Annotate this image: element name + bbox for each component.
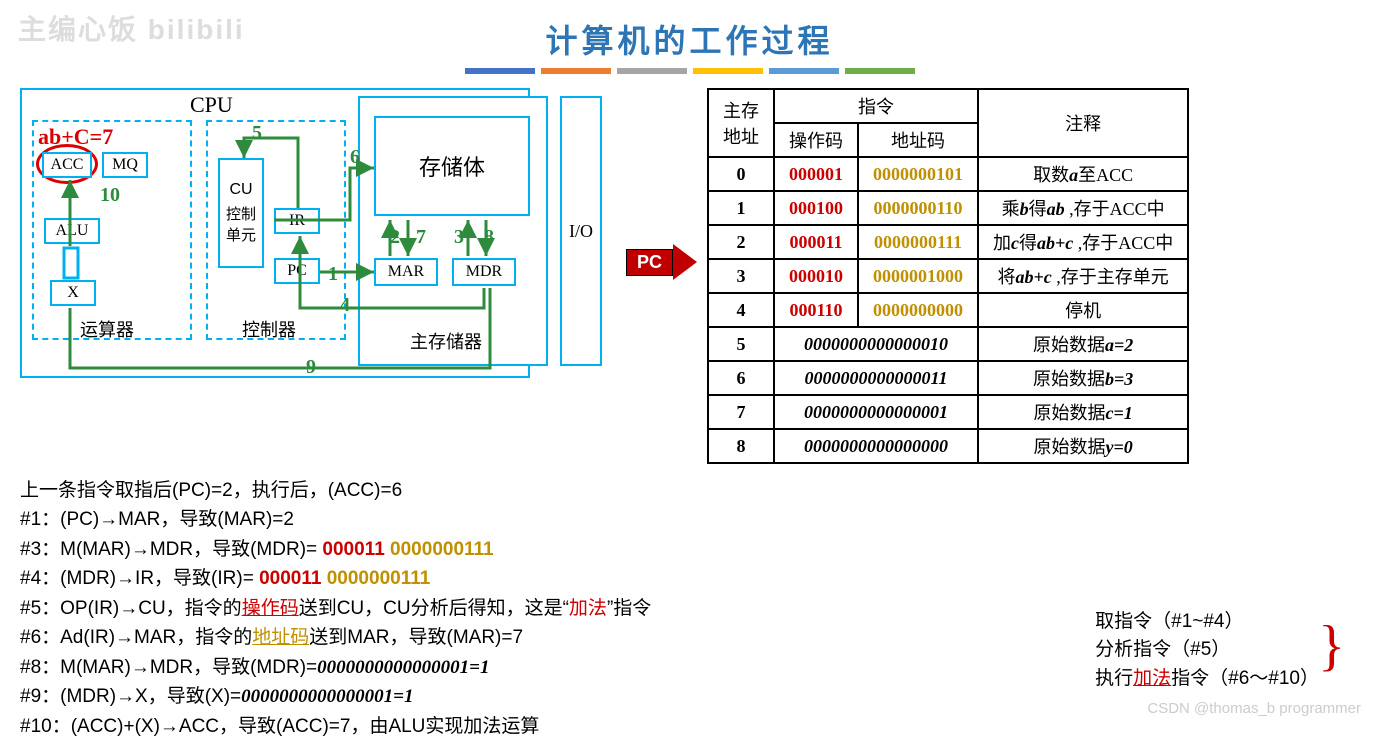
th-ac: 地址码 [858, 123, 978, 157]
step-num-6: 6 [350, 146, 360, 169]
step-num-10: 10 [100, 184, 120, 207]
summary-l2: 分析指令（#5） [1095, 636, 1319, 665]
table-row: 40001100000000000停机 [708, 293, 1188, 327]
rule-seg [845, 68, 915, 74]
table-row: 50000000000000010原始数据a=2 [708, 327, 1188, 361]
cpu-diagram: CPU I/O ab+C=7 ACC MQ ALU X CU 控制 单元 IR … [20, 88, 620, 388]
step-num-7: 7 [416, 226, 426, 249]
title-rule [20, 68, 1359, 74]
th-addr: 主存 地址 [708, 89, 774, 157]
th-op: 操作码 [774, 123, 858, 157]
alu-unit: ALU [44, 218, 100, 244]
step-num-4: 4 [340, 294, 350, 317]
rule-seg [617, 68, 687, 74]
brace-icon: } [1318, 604, 1345, 688]
pc-badge: PC [626, 249, 673, 276]
step-num-1: 1 [328, 263, 338, 286]
rule-seg [693, 68, 763, 74]
step-pre: 上一条指令取指后(PC)=2，执行后，(ACC)=6 [20, 476, 1359, 505]
ir-unit: IR [274, 208, 320, 234]
step-num-3: 3 [454, 226, 464, 249]
rule-seg [769, 68, 839, 74]
summary-l3: 执行加法指令（#6～#10） [1095, 665, 1319, 694]
mem-label: 主存储器 [410, 328, 482, 354]
th-instr: 指令 [774, 89, 978, 123]
summary-l1: 取指令（#1~#4） [1095, 608, 1319, 637]
table-row: 20000110000000111加c得ab+c ,存于ACC中 [708, 225, 1188, 259]
pc-pointer: PC [626, 244, 697, 280]
step-4: #4：(MDR)→IR，导致(IR)= 000011 0000000111 [20, 564, 1359, 593]
pc-arrowhead [673, 244, 697, 280]
pc-unit: PC [274, 258, 320, 284]
table-row: 10001000000000110乘b得ab ,存于ACC中 [708, 191, 1188, 225]
io-box: I/O [560, 96, 602, 366]
memory-table: 主存 地址 指令 注释 操作码 地址码 00000010000000101取数a… [707, 88, 1189, 464]
step-num-2: 2 [390, 226, 400, 249]
watermark-br: CSDN @thomas_b programmer [1147, 700, 1361, 717]
watermark-tl: 主编心饭 bilibili [18, 8, 245, 48]
mar-unit: MAR [374, 258, 438, 286]
th-annot: 注释 [978, 89, 1188, 157]
step-num-8: 8 [484, 226, 494, 249]
table-header-row: 主存 地址 指令 注释 [708, 89, 1188, 123]
table-row: 70000000000000001原始数据c=1 [708, 395, 1188, 429]
cpu-label: CPU [190, 92, 233, 118]
table-row: 00000010000000101取数a至ACC [708, 157, 1188, 191]
table-row: 60000000000000011原始数据b=3 [708, 361, 1188, 395]
ctrl-label: 控制器 [242, 316, 296, 342]
step-3: #3：M(MAR)→MDR，导致(MDR)= 000011 0000000111 [20, 535, 1359, 564]
table-row: 80000000000000000原始数据y=0 [708, 429, 1188, 463]
acc-unit: ACC [42, 152, 92, 178]
storage-unit: 存储体 [374, 116, 530, 216]
x-unit: X [50, 280, 96, 306]
step-1: #1：(PC)→MAR，导致(MAR)=2 [20, 505, 1359, 534]
mdr-unit: MDR [452, 258, 516, 286]
mq-unit: MQ [102, 152, 148, 178]
step-num-5: 5 [252, 122, 262, 145]
rule-seg [465, 68, 535, 74]
step-num-9: 9 [306, 356, 316, 379]
cu-chn-label: 控制 单元 [226, 203, 256, 245]
table-row: 30000100000001000将ab+c ,存于主存单元 [708, 259, 1188, 293]
phase-summary: 取指令（#1~#4） 分析指令（#5） 执行加法指令（#6～#10） } [1095, 608, 1319, 694]
cu-label: CU [229, 181, 252, 199]
cu-unit: CU 控制 单元 [218, 158, 264, 268]
arith-label: 运算器 [80, 316, 134, 342]
rule-seg [541, 68, 611, 74]
